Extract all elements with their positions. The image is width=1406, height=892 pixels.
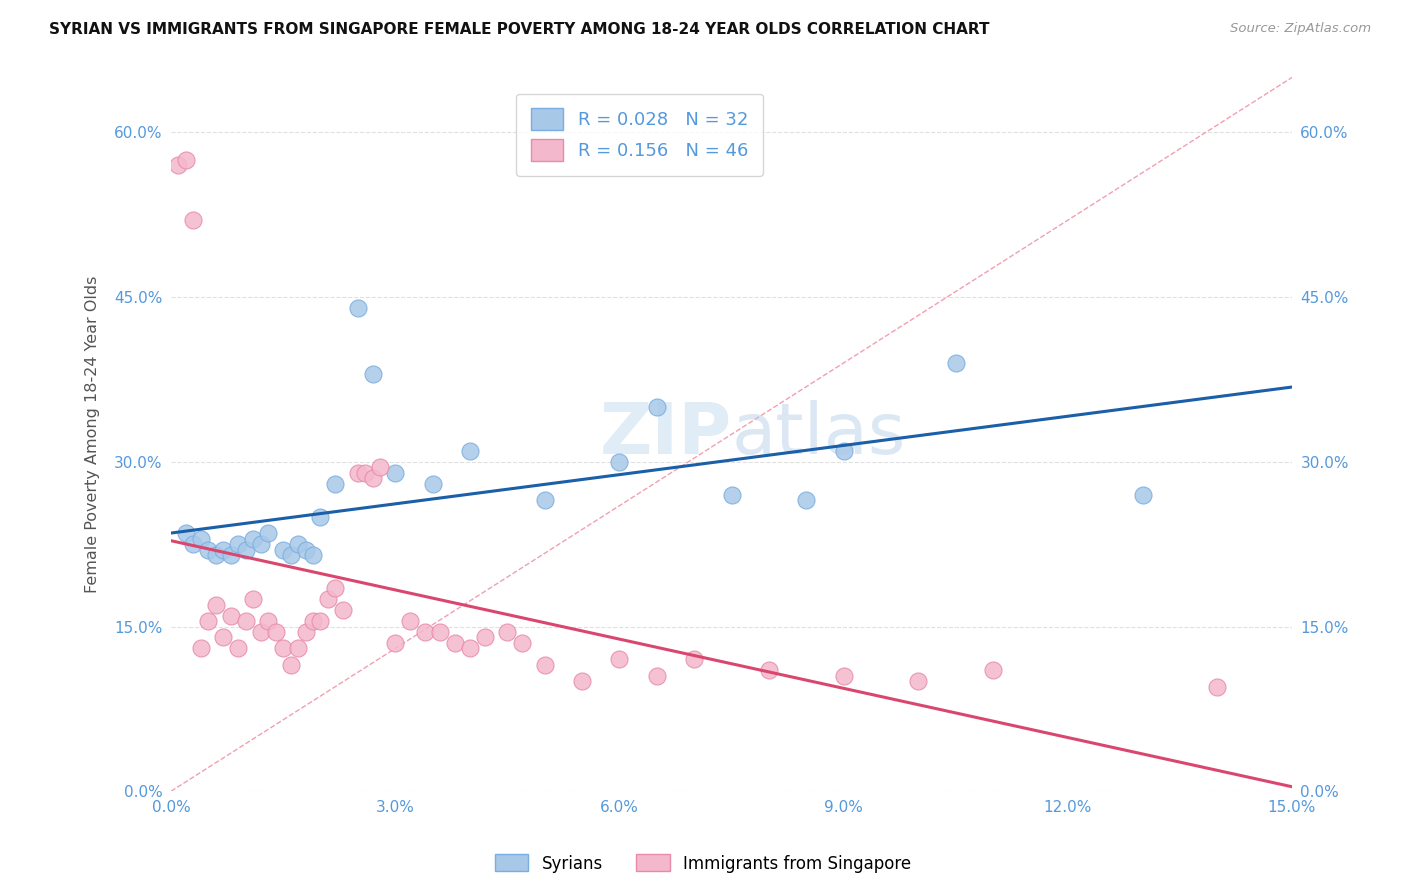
Point xyxy=(226,537,249,551)
Point xyxy=(325,476,347,491)
Point xyxy=(302,548,325,562)
Point xyxy=(249,625,271,640)
Point xyxy=(257,614,280,628)
Point xyxy=(354,466,377,480)
Point xyxy=(683,652,706,666)
Point xyxy=(280,548,302,562)
Point xyxy=(212,542,235,557)
Point xyxy=(190,641,212,656)
Point xyxy=(981,664,1004,678)
Point xyxy=(399,614,422,628)
Point xyxy=(794,493,817,508)
Point xyxy=(183,537,205,551)
Point xyxy=(758,664,780,678)
Text: Source: ZipAtlas.com: Source: ZipAtlas.com xyxy=(1230,22,1371,36)
Point xyxy=(832,669,855,683)
Point xyxy=(325,581,347,595)
Point xyxy=(347,466,370,480)
Point xyxy=(945,356,967,370)
Point xyxy=(287,537,309,551)
Point xyxy=(384,636,406,650)
Point xyxy=(219,548,242,562)
Point xyxy=(645,400,668,414)
Point xyxy=(294,625,316,640)
Point xyxy=(235,614,257,628)
Point xyxy=(167,158,190,172)
Point xyxy=(271,641,294,656)
Point xyxy=(645,669,668,683)
Point xyxy=(219,608,242,623)
Point xyxy=(302,614,325,628)
Point xyxy=(235,542,257,557)
Point xyxy=(309,614,332,628)
Point xyxy=(496,625,519,640)
Point xyxy=(226,641,249,656)
Point xyxy=(533,657,555,672)
Point xyxy=(720,488,742,502)
Point xyxy=(609,652,631,666)
Point xyxy=(280,657,302,672)
Point xyxy=(287,641,309,656)
Point xyxy=(197,542,219,557)
Point xyxy=(458,641,481,656)
Text: ZIP: ZIP xyxy=(599,400,731,469)
Point xyxy=(174,153,197,167)
Point xyxy=(474,631,496,645)
Point xyxy=(316,592,339,607)
Point xyxy=(429,625,451,640)
Point xyxy=(257,526,280,541)
Point xyxy=(294,542,316,557)
Point xyxy=(510,636,533,650)
Point xyxy=(332,603,354,617)
Point xyxy=(361,471,384,485)
Point xyxy=(271,542,294,557)
Point xyxy=(347,301,370,315)
Point xyxy=(249,537,271,551)
Point xyxy=(205,548,228,562)
Text: SYRIAN VS IMMIGRANTS FROM SINGAPORE FEMALE POVERTY AMONG 18-24 YEAR OLDS CORRELA: SYRIAN VS IMMIGRANTS FROM SINGAPORE FEMA… xyxy=(49,22,990,37)
Point xyxy=(571,674,593,689)
Point xyxy=(190,532,212,546)
Point xyxy=(197,614,219,628)
Point xyxy=(907,674,929,689)
Point xyxy=(1132,488,1154,502)
Legend: R = 0.028   N = 32, R = 0.156   N = 46: R = 0.028 N = 32, R = 0.156 N = 46 xyxy=(516,94,762,176)
Point xyxy=(242,592,264,607)
Text: atlas: atlas xyxy=(731,400,905,469)
Point xyxy=(533,493,555,508)
Point xyxy=(242,532,264,546)
Point xyxy=(361,367,384,381)
Point xyxy=(458,443,481,458)
Point xyxy=(413,625,436,640)
Point xyxy=(832,443,855,458)
Y-axis label: Female Poverty Among 18-24 Year Olds: Female Poverty Among 18-24 Year Olds xyxy=(86,276,100,593)
Point xyxy=(205,598,228,612)
Point xyxy=(368,460,391,475)
Point xyxy=(174,526,197,541)
Point xyxy=(212,631,235,645)
Legend: Syrians, Immigrants from Singapore: Syrians, Immigrants from Singapore xyxy=(488,847,918,880)
Point xyxy=(422,476,444,491)
Point xyxy=(183,213,205,227)
Point xyxy=(384,466,406,480)
Point xyxy=(264,625,287,640)
Point xyxy=(444,636,467,650)
Point xyxy=(1206,680,1229,694)
Point xyxy=(309,509,332,524)
Point xyxy=(609,455,631,469)
